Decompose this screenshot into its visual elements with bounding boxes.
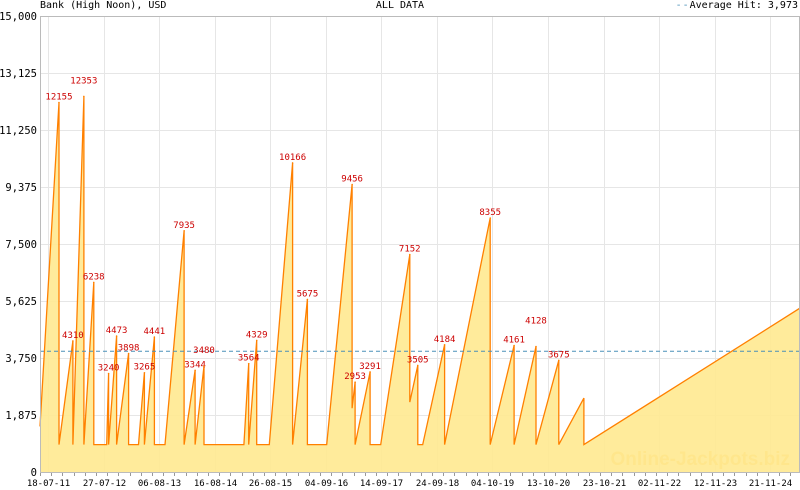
peak-label: 7935 bbox=[173, 221, 195, 231]
peak-label: 4184 bbox=[434, 335, 456, 345]
peak-label: 4161 bbox=[503, 336, 525, 346]
y-tick-label: 0 bbox=[31, 467, 37, 479]
peak-point bbox=[183, 229, 185, 232]
peak-point bbox=[115, 335, 118, 337]
y-tick-label: 13,125 bbox=[0, 68, 37, 80]
peak-point bbox=[127, 352, 130, 355]
y-tick-label: 5,625 bbox=[5, 296, 37, 308]
peak-point bbox=[416, 364, 419, 367]
peak-label: 3240 bbox=[98, 364, 120, 374]
peak-point bbox=[247, 362, 250, 365]
x-tick-label: 06-08-13 bbox=[138, 479, 181, 489]
peak-point bbox=[369, 371, 371, 373]
peak-point bbox=[255, 339, 258, 342]
series-line bbox=[39, 96, 800, 446]
y-tick-label: 9,375 bbox=[5, 182, 37, 194]
x-tick-label: 24-09-18 bbox=[416, 479, 459, 489]
peak-point bbox=[306, 298, 309, 301]
x-tick-label: 12-11-23 bbox=[694, 479, 737, 489]
x-tick-label: 23-10-21 bbox=[583, 479, 626, 489]
x-tick-label: 04-09-16 bbox=[305, 479, 348, 489]
y-tick-label: 11,250 bbox=[0, 125, 37, 137]
x-tick-label: 26-08-15 bbox=[249, 479, 292, 489]
peak-label: 7152 bbox=[399, 245, 421, 255]
peak-point bbox=[535, 345, 537, 348]
peak-label: 3505 bbox=[407, 355, 429, 365]
peak-label: 12353 bbox=[70, 76, 97, 86]
legend: --Average Hit: 3,973 bbox=[676, 0, 798, 12]
peak-label: 4441 bbox=[144, 327, 166, 337]
peak-point bbox=[58, 101, 60, 104]
peak-label: 3675 bbox=[548, 350, 570, 360]
peak-label: 8355 bbox=[479, 208, 501, 218]
x-tick-label: 16-08-14 bbox=[194, 479, 237, 489]
x-tick-label: 14-09-17 bbox=[360, 479, 403, 489]
chart-title: Bank (High Noon), USD bbox=[40, 0, 167, 11]
y-tick-label: 1,875 bbox=[5, 410, 37, 422]
peak-point bbox=[558, 359, 560, 362]
peak-label: 9456 bbox=[341, 175, 363, 185]
y-tick-label: 15,000 bbox=[0, 11, 37, 23]
peak-point bbox=[351, 183, 353, 186]
x-tick-label: 02-11-22 bbox=[638, 479, 681, 489]
peak-label: 3265 bbox=[134, 363, 156, 373]
y-tick-label: 3,750 bbox=[5, 353, 37, 365]
peak-point bbox=[194, 369, 196, 372]
peak-point bbox=[92, 281, 95, 284]
peak-label: 4128 bbox=[525, 317, 547, 327]
peak-label: 3564 bbox=[238, 354, 260, 364]
peak-point bbox=[143, 371, 146, 374]
peak-point bbox=[153, 336, 156, 338]
peak-point bbox=[291, 162, 294, 164]
x-tick-label: 27-07-12 bbox=[83, 479, 126, 489]
peak-label: 5675 bbox=[297, 289, 319, 299]
x-tick-label: 04-10-19 bbox=[471, 479, 514, 489]
legend-label: Average Hit: 3,973 bbox=[689, 0, 798, 11]
peak-point bbox=[408, 253, 411, 256]
peak-point bbox=[203, 365, 205, 368]
peak-label: 3344 bbox=[184, 360, 206, 370]
peak-label: 4329 bbox=[246, 330, 268, 340]
peak-point bbox=[489, 217, 492, 219]
peak-point bbox=[83, 95, 85, 98]
x-tick-label: 13-10-20 bbox=[527, 479, 570, 489]
peak-label: 3898 bbox=[118, 344, 140, 354]
peak-label: 6238 bbox=[83, 272, 105, 282]
chart-subtitle: ALL DATA bbox=[375, 0, 425, 11]
peak-label: 2953 bbox=[344, 372, 366, 382]
average-legend-dash-icon: -- bbox=[675, 0, 690, 11]
peak-label: 3291 bbox=[359, 362, 381, 372]
peak-label: 3480 bbox=[193, 346, 215, 356]
peak-point bbox=[107, 372, 110, 375]
x-tick-label: 18-07-11 bbox=[27, 479, 70, 489]
peak-label: 4473 bbox=[106, 326, 128, 336]
peak-label: 4310 bbox=[62, 331, 84, 341]
peak-point bbox=[354, 381, 356, 384]
peak-label: 10166 bbox=[279, 153, 306, 163]
y-tick-label: 7,500 bbox=[5, 239, 37, 251]
peak-point bbox=[72, 340, 74, 342]
peak-point bbox=[513, 344, 515, 347]
peak-label: 12155 bbox=[45, 92, 72, 102]
x-tick-label: 21-11-24 bbox=[749, 479, 792, 489]
peak-point bbox=[443, 344, 446, 346]
